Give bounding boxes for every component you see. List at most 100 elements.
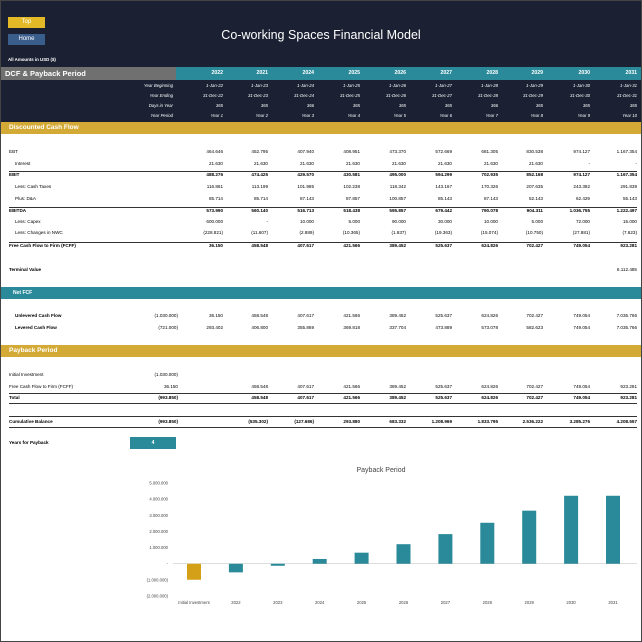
payback-cell: 749.054 — [573, 384, 590, 389]
chart-bar — [354, 552, 369, 564]
dcf-cell: 5.000 — [348, 219, 361, 224]
chart-bar — [396, 544, 411, 564]
period-cell: 365 — [352, 103, 360, 108]
dcf-cell: (1.937) — [391, 230, 406, 235]
payback-cell: 525.637 — [435, 395, 452, 400]
dcf-cell: 21.630 — [483, 161, 498, 166]
y-tick-label: 2.000.000 — [149, 529, 168, 534]
dcf-header: DCF & Payback Period — [1, 67, 176, 80]
dcf-cell: 72.000 — [575, 219, 590, 224]
dcf-row-label: Less: Cash Taxes — [15, 184, 52, 189]
dcf-cell: 679.442 — [435, 208, 452, 213]
row-divider — [9, 403, 637, 404]
payback-cell: 702.427 — [526, 395, 543, 400]
x-tick-label: 2027 — [441, 600, 451, 605]
dcf-cell: (27.881) — [572, 230, 590, 235]
dcf-cell: 408.951 — [343, 149, 360, 154]
chart-bar — [228, 563, 243, 573]
period-row-label: Year Beginning — [143, 83, 173, 88]
dcf-cell: 458.548 — [251, 243, 268, 248]
net-cell: 337.704 — [389, 325, 406, 330]
dcf-cell: 21.630 — [437, 161, 452, 166]
net-initial-cell: (721.000) — [158, 325, 178, 330]
period-row-label: Days in Year — [148, 103, 173, 108]
cumulative-cell: 3.285.276 — [569, 419, 590, 424]
dcf-row-label: EBIT — [9, 172, 20, 177]
period-cell: Year 5 — [393, 113, 406, 118]
y-tick-label: 1.000.000 — [149, 545, 168, 550]
y-tick-label: 3.000.000 — [149, 513, 168, 518]
payback-row-label: Initial Investment — [9, 372, 44, 377]
dcf-cell: 1.167.354 — [616, 149, 637, 154]
chart-bar — [564, 495, 579, 564]
dcf-cell: 464.646 — [206, 149, 223, 154]
payback-initial-cell: (993.850) — [158, 395, 178, 400]
dcf-cell: 207.635 — [526, 184, 543, 189]
dcf-cell: 702.935 — [481, 172, 498, 177]
period-cell: 1-Jan-25 — [343, 83, 360, 88]
page-title: Co-working Spaces Financial Model — [221, 28, 421, 42]
period-cell: 1-Jan-31 — [620, 83, 637, 88]
net-cell: 421.566 — [343, 313, 360, 318]
payback-cell: 624.826 — [481, 395, 498, 400]
period-cell: Year 1 — [210, 113, 223, 118]
dcf-cell: 974.127 — [573, 172, 590, 177]
x-tick-label: 2028 — [483, 600, 493, 605]
dcf-row-label: Interest — [15, 161, 31, 166]
dcf-cell: 749.054 — [573, 243, 590, 248]
year-header: 2028 — [486, 70, 498, 76]
net-row-label: Levered Cash Flow — [15, 325, 57, 330]
year-header: 2026 — [394, 70, 406, 76]
top-banner: Top Home Co-working Spaces Financial Mod… — [1, 1, 641, 67]
period-cell: Year 2 — [255, 113, 268, 118]
dcf-cell: 560.140 — [251, 208, 268, 213]
row-divider — [9, 427, 637, 428]
cumulative-initial-cell: (993.850) — [158, 419, 178, 424]
x-tick-label: 2031 — [608, 600, 618, 605]
net-cell: 573.078 — [481, 325, 498, 330]
dcf-cell: 15.000 — [622, 219, 637, 224]
payback-cell: 458.548 — [251, 384, 268, 389]
chart-bar — [270, 563, 285, 566]
period-row-label: Year Ending — [149, 93, 173, 98]
year-bar: 2022 2021 2024 2025 2026 2027 2028 2029 2030 2031 — [176, 67, 641, 80]
dcf-cell: - — [266, 219, 268, 224]
terminal-value-label: Terminal Value — [9, 267, 42, 272]
dcf-cell: 923.281 — [620, 243, 637, 248]
year-header: 2027 — [440, 70, 452, 76]
dcf-cell: 624.826 — [481, 243, 498, 248]
payback-cell: 407.617 — [297, 395, 314, 400]
dcf-cell: 21.630 — [208, 161, 223, 166]
period-cell: 1-Jan-23 — [251, 83, 268, 88]
net-cell: 525.637 — [435, 313, 452, 318]
y-tick-label: (2.000.000) — [147, 594, 169, 599]
dcf-cell: 100.857 — [389, 196, 406, 201]
dcf-cell: 904.311 — [526, 208, 543, 213]
chart-bar — [438, 534, 453, 564]
row-divider — [9, 416, 637, 417]
top-button[interactable]: Top — [8, 17, 45, 28]
period-cell: 1-Jan-24 — [297, 83, 314, 88]
dcf-cell: 87.857 — [345, 196, 360, 201]
dcf-cell: - — [588, 161, 590, 166]
net-cell: 458.548 — [251, 313, 268, 318]
dcf-cell: 1.036.755 — [569, 208, 590, 213]
period-cell: 31-Dec-28 — [477, 93, 498, 98]
dcf-cell: 62.429 — [575, 196, 590, 201]
year-header: 2031 — [625, 70, 637, 76]
dcf-cell: 452.795 — [251, 149, 268, 154]
home-button[interactable]: Home — [8, 34, 45, 45]
dcf-cell: 516.713 — [297, 208, 314, 213]
payback-cell: 389.452 — [389, 384, 406, 389]
dcf-cell: 55.143 — [622, 196, 637, 201]
payback-cell: 923.281 — [620, 384, 637, 389]
dcf-cell: 291.839 — [620, 184, 637, 189]
dcf-cell: - — [635, 161, 637, 166]
dcf-cell: 573.990 — [206, 208, 223, 213]
payback-cell: 624.826 — [481, 384, 498, 389]
payback-cell: 421.566 — [343, 384, 360, 389]
section-net-fcf: Net FCF — [1, 287, 641, 299]
year-header: 2030 — [578, 70, 590, 76]
dcf-row-label: EBITDA — [9, 208, 27, 213]
period-cell: 31-Dec-30 — [569, 93, 590, 98]
